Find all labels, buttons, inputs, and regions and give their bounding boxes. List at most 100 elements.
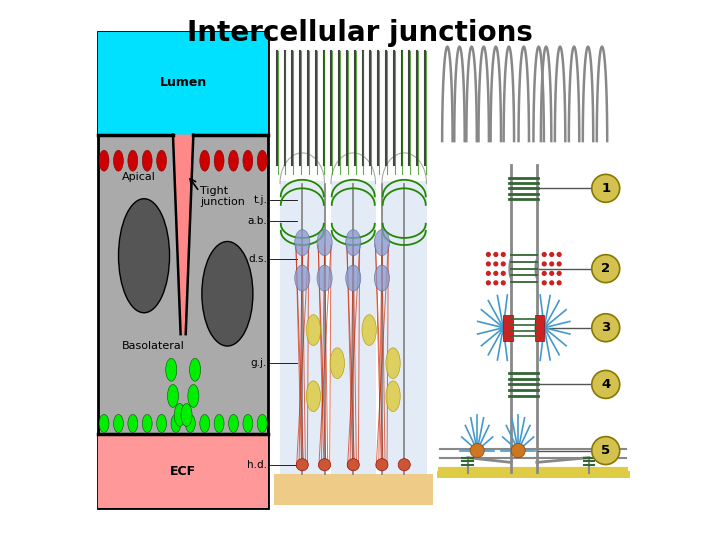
Bar — [280, 181, 325, 474]
Ellipse shape — [199, 150, 210, 171]
Text: Lumen: Lumen — [160, 76, 207, 89]
Ellipse shape — [171, 415, 181, 433]
Ellipse shape — [114, 415, 123, 433]
Ellipse shape — [386, 381, 400, 411]
Text: Basolateral: Basolateral — [122, 341, 185, 351]
Circle shape — [592, 436, 620, 464]
Circle shape — [511, 443, 526, 457]
Circle shape — [493, 252, 498, 257]
Circle shape — [347, 458, 359, 471]
Text: a.b.: a.b. — [248, 217, 267, 226]
Circle shape — [398, 458, 410, 471]
Circle shape — [541, 271, 547, 276]
Ellipse shape — [157, 415, 166, 433]
Circle shape — [541, 261, 547, 267]
Ellipse shape — [294, 230, 310, 255]
Text: t.j.: t.j. — [253, 195, 267, 205]
Ellipse shape — [214, 150, 224, 171]
Circle shape — [493, 261, 498, 267]
Ellipse shape — [346, 265, 361, 291]
Ellipse shape — [128, 415, 138, 433]
Circle shape — [500, 261, 506, 267]
Ellipse shape — [181, 403, 192, 427]
Bar — [274, 32, 433, 505]
Circle shape — [376, 458, 388, 471]
Ellipse shape — [508, 258, 513, 279]
FancyBboxPatch shape — [98, 32, 269, 508]
Circle shape — [318, 458, 330, 471]
Text: ECF: ECF — [170, 465, 197, 478]
Ellipse shape — [294, 265, 310, 291]
Ellipse shape — [189, 359, 201, 381]
Circle shape — [470, 443, 485, 457]
Text: 3: 3 — [601, 321, 611, 334]
Ellipse shape — [534, 317, 539, 339]
Circle shape — [486, 252, 491, 257]
Text: 4: 4 — [601, 378, 611, 391]
Ellipse shape — [188, 384, 199, 407]
Bar — [535, 315, 544, 341]
Text: Tight
junction: Tight junction — [200, 186, 245, 207]
Ellipse shape — [128, 150, 138, 171]
Ellipse shape — [243, 150, 253, 171]
Circle shape — [541, 280, 547, 286]
Ellipse shape — [114, 150, 123, 171]
Ellipse shape — [166, 359, 177, 381]
Bar — [503, 315, 513, 341]
Circle shape — [486, 261, 491, 267]
Ellipse shape — [157, 150, 166, 171]
Circle shape — [500, 271, 506, 276]
Circle shape — [541, 252, 547, 257]
Ellipse shape — [386, 348, 400, 379]
Circle shape — [549, 280, 554, 286]
Ellipse shape — [143, 150, 152, 171]
Ellipse shape — [199, 415, 210, 433]
Text: h.d.: h.d. — [247, 460, 267, 470]
Ellipse shape — [168, 384, 179, 407]
Ellipse shape — [374, 265, 390, 291]
Ellipse shape — [374, 230, 390, 255]
Text: 1: 1 — [601, 182, 611, 195]
Circle shape — [549, 271, 554, 276]
Circle shape — [493, 271, 498, 276]
Ellipse shape — [186, 415, 195, 433]
Bar — [98, 434, 268, 508]
Circle shape — [500, 280, 506, 286]
Ellipse shape — [534, 258, 539, 279]
Circle shape — [493, 280, 498, 286]
Circle shape — [500, 252, 506, 257]
Ellipse shape — [330, 348, 344, 379]
Ellipse shape — [174, 403, 185, 427]
Ellipse shape — [306, 381, 320, 411]
Text: Intercellular junctions: Intercellular junctions — [187, 19, 533, 47]
Circle shape — [557, 252, 562, 257]
Ellipse shape — [99, 415, 109, 433]
Text: 2: 2 — [601, 262, 611, 275]
Bar — [382, 181, 426, 474]
Text: 5: 5 — [601, 444, 611, 457]
Ellipse shape — [119, 199, 169, 313]
Ellipse shape — [99, 150, 109, 171]
Ellipse shape — [317, 230, 332, 255]
Circle shape — [549, 261, 554, 267]
Ellipse shape — [202, 241, 253, 346]
Circle shape — [592, 370, 620, 399]
Ellipse shape — [257, 415, 267, 433]
Ellipse shape — [228, 415, 238, 433]
Bar — [98, 32, 268, 134]
Circle shape — [592, 314, 620, 342]
Circle shape — [486, 271, 491, 276]
Text: g.j.: g.j. — [251, 358, 267, 368]
Polygon shape — [173, 134, 194, 334]
Text: d.s.: d.s. — [248, 254, 267, 264]
Circle shape — [557, 261, 562, 267]
Ellipse shape — [257, 150, 267, 171]
Bar — [274, 474, 433, 505]
Ellipse shape — [346, 230, 361, 255]
Ellipse shape — [508, 317, 513, 339]
Circle shape — [296, 458, 308, 471]
Text: Apical: Apical — [122, 172, 156, 183]
Circle shape — [592, 255, 620, 282]
Circle shape — [549, 252, 554, 257]
Circle shape — [557, 271, 562, 276]
